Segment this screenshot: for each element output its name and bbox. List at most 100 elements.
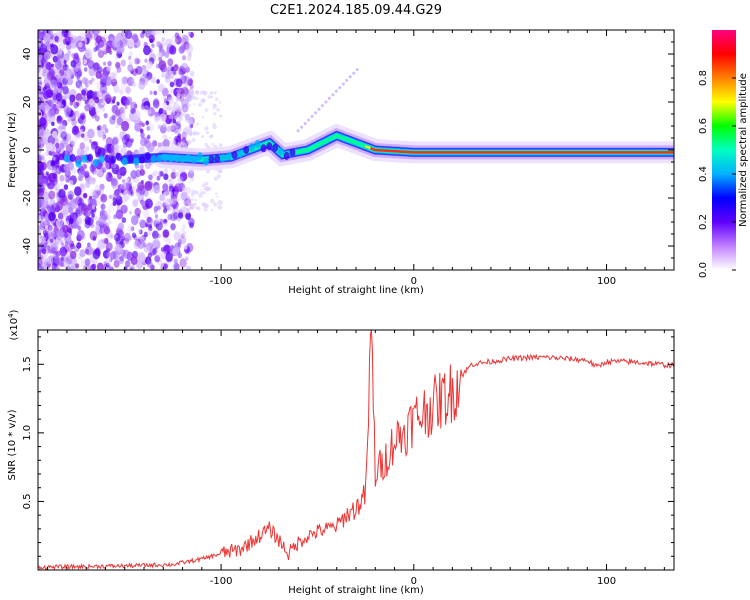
noise-point [196,122,199,126]
noise-point [42,56,47,62]
signal-blob [69,153,76,162]
noise-point [162,192,166,196]
noise-point [161,194,166,199]
signal-blob [196,152,203,161]
noise-point [129,267,134,270]
noise-point [194,198,197,202]
noise-point [113,214,117,220]
noise-point [169,99,174,104]
noise-point [75,216,83,226]
noise-point [174,107,177,111]
noise-point [59,181,64,187]
noise-point [89,164,96,173]
noise-point [79,167,86,175]
noise-point [176,197,180,202]
noise-point [48,150,53,156]
noise-point [162,183,169,192]
noise-point [101,135,106,141]
noise-point [69,39,78,49]
noise-point [83,58,88,65]
noise-point [124,105,128,110]
noise-point [84,170,90,178]
noise-point [99,83,108,94]
noise-point [90,189,96,197]
noise-point [38,236,42,245]
noise-point [352,71,356,75]
signal-blob [272,143,279,152]
noise-point [85,248,90,255]
noise-point [115,109,121,116]
noise-point [57,212,64,220]
noise-point [177,143,182,149]
noise-point [43,51,51,61]
noise-point [43,76,52,87]
signal-blob [75,159,82,168]
noise-point [334,89,338,93]
noise-point [69,94,76,103]
signal-blob [185,153,192,162]
noise-point [67,77,73,86]
noise-point [310,114,314,118]
noise-point [209,91,213,95]
noise-point [52,173,57,179]
noise-point [52,55,58,63]
noise-point [188,91,191,94]
noise-point [39,220,45,228]
noise-point [171,179,176,185]
noise-point [158,60,167,71]
noise-point [66,224,73,232]
noise-point [110,234,114,239]
noise-point [55,142,60,149]
noise-point [216,174,221,179]
noise-point [153,219,160,228]
noise-point [84,216,92,225]
noise-point [51,121,55,126]
noise-point [91,204,96,210]
noise-point [194,190,199,195]
noise-point [87,128,95,139]
noise-point [99,209,105,217]
noise-point [102,161,110,172]
noise-point [38,53,43,61]
noise-point [153,90,158,96]
noise-point [209,198,215,204]
noise-point [176,204,179,208]
colorbar-tick-label: 0.6 [698,118,709,134]
noise-point [212,124,217,130]
noise-point [130,226,135,231]
noise-point [181,62,189,72]
noise-point [217,204,223,210]
noise-point [82,95,87,102]
noise-point [176,121,179,125]
noise-point [39,266,45,270]
noise-point [105,172,113,182]
signal-blob [81,154,88,163]
noise-point [146,61,153,70]
noise-point [147,230,152,237]
noise-point [46,163,52,169]
noise-point [128,55,132,60]
noise-point [139,74,147,85]
noise-point [172,169,176,172]
signal-blob [167,154,174,163]
noise-point [167,58,174,66]
noise-point [159,218,165,225]
noise-point [151,43,155,48]
noise-point [98,41,107,52]
noise-point [109,116,116,125]
noise-point [203,207,208,212]
noise-point [187,78,193,86]
noise-point [51,267,55,270]
noise-point [57,125,62,131]
noise-point [77,229,85,240]
noise-point [67,190,75,200]
noise-point [190,198,194,202]
noise-point [41,178,48,187]
noise-point [149,90,153,95]
noise-point [48,39,54,45]
heatmap-y-tick-label: 0 [22,147,33,153]
noise-point [38,38,42,47]
noise-point [140,200,146,207]
noise-point [204,142,209,147]
noise-point [50,79,57,88]
